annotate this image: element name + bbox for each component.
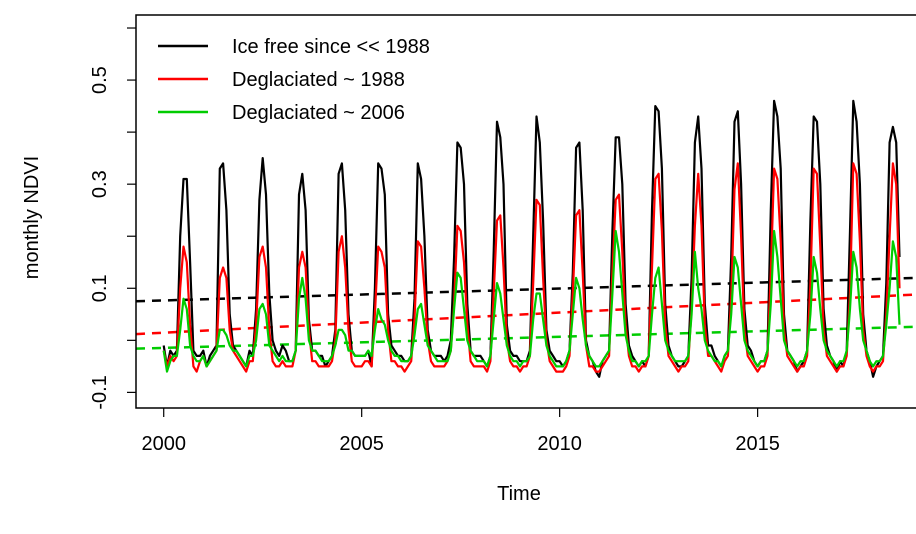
x-tick-label: 2005 [339,433,384,455]
x-axis: 2000 2005 2010 2015 [141,408,780,455]
y-axis: -0.1 0.1 0.3 0.5 [89,27,136,410]
y-axis-title: monthly NDVI [21,156,43,279]
x-tick-label: 2010 [537,433,582,455]
trend-line-3 [135,325,916,350]
trend-lines [135,276,916,350]
y-tick-label: 0.3 [89,170,111,198]
legend-label: Ice free since << 1988 [232,36,430,58]
x-tick-label: 2015 [735,433,780,455]
legend-label: Deglaciated ~ 1988 [232,69,405,91]
trend-line-2 [135,293,916,336]
plot-frame [135,14,916,409]
y-tick-label: 0.1 [89,274,111,302]
x-axis-title: Time [497,483,541,505]
y-tick-label: 0.5 [89,66,111,94]
series-line-2 [162,162,901,373]
legend-label: Deglaciated ~ 2006 [232,102,405,124]
x-tick-label: 2000 [141,433,186,455]
y-tick-label: -0.1 [89,375,111,409]
series-line-1 [162,99,901,378]
legend: Ice free since << 1988 Deglaciated ~ 1988… [158,36,430,124]
series-lines [162,99,901,378]
series-line-3 [162,229,901,373]
trend-line-1 [135,276,916,303]
